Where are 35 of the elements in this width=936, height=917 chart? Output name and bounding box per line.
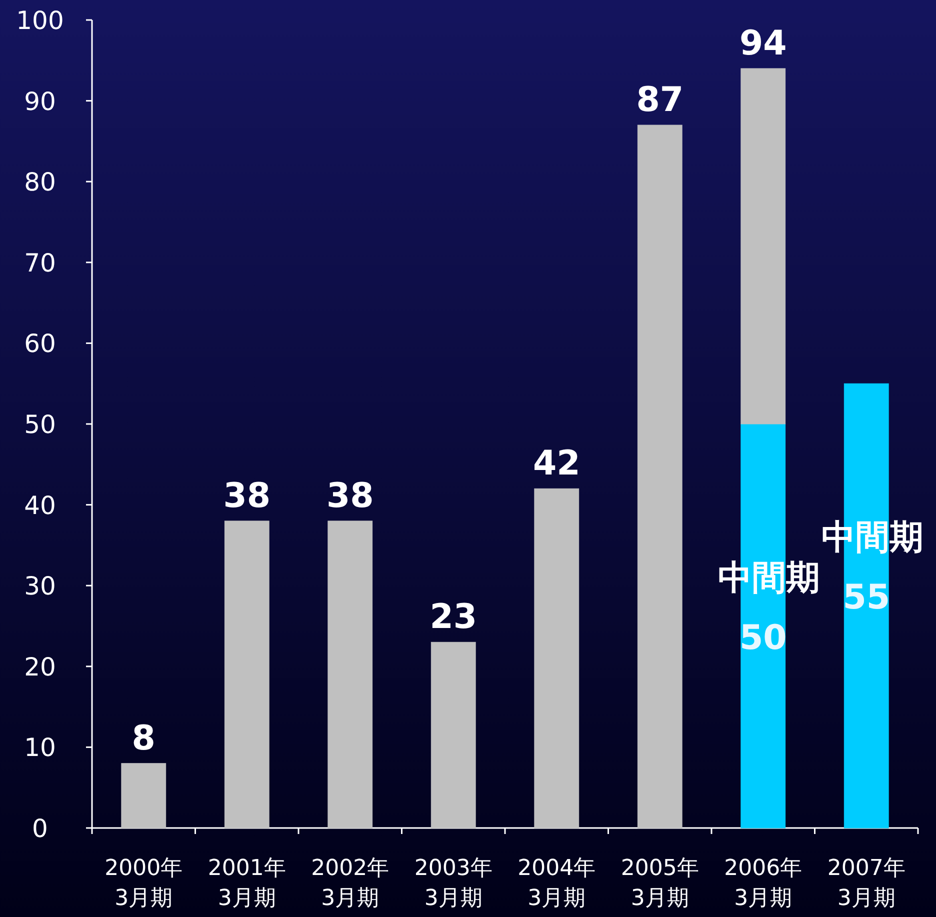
bar (224, 520, 270, 828)
bar (121, 763, 166, 828)
x-tick-label: 2004年 3月期 (518, 856, 596, 911)
total-label: 38 (223, 476, 271, 516)
y-tick-label: 30 (24, 572, 56, 601)
bar (430, 642, 476, 828)
total-label: 87 (636, 80, 684, 120)
bar (328, 520, 373, 828)
bar (637, 124, 682, 828)
y-tick-label: 40 (24, 490, 56, 520)
total-label: 8 (132, 718, 156, 758)
data-label: 55 (842, 578, 890, 618)
total-label: 94 (739, 23, 787, 64)
y-tick-label: 80 (24, 168, 56, 197)
y-tick-label: 0 (32, 814, 48, 843)
y-tick-label: 100 (16, 6, 64, 35)
x-tick-label: 2006年 3月期 (724, 856, 802, 911)
x-tick-label: 2001年 3月期 (208, 856, 286, 911)
total-label: 23 (430, 597, 478, 638)
bar (534, 488, 580, 828)
x-tick-label: 2005年 3月期 (620, 856, 699, 911)
y-tick-label: 70 (24, 248, 56, 278)
y-tick-label: 90 (24, 86, 56, 116)
total-label: 42 (532, 444, 580, 484)
y-tick-label: 50 (24, 410, 56, 439)
y-tick-label: 20 (24, 652, 56, 682)
x-tick-label: 2007年 3月期 (827, 856, 906, 911)
y-tick-label: 60 (24, 329, 56, 358)
bar (740, 68, 786, 424)
x-tick-label: 2000年 3月期 (104, 856, 183, 911)
x-tick-label: 2002年 3月期 (311, 856, 390, 911)
total-label: 38 (326, 476, 374, 516)
y-tick-label: 10 (24, 733, 56, 762)
x-tick-label: 2003年 3月期 (414, 856, 492, 911)
data-label: 50 (739, 618, 787, 658)
